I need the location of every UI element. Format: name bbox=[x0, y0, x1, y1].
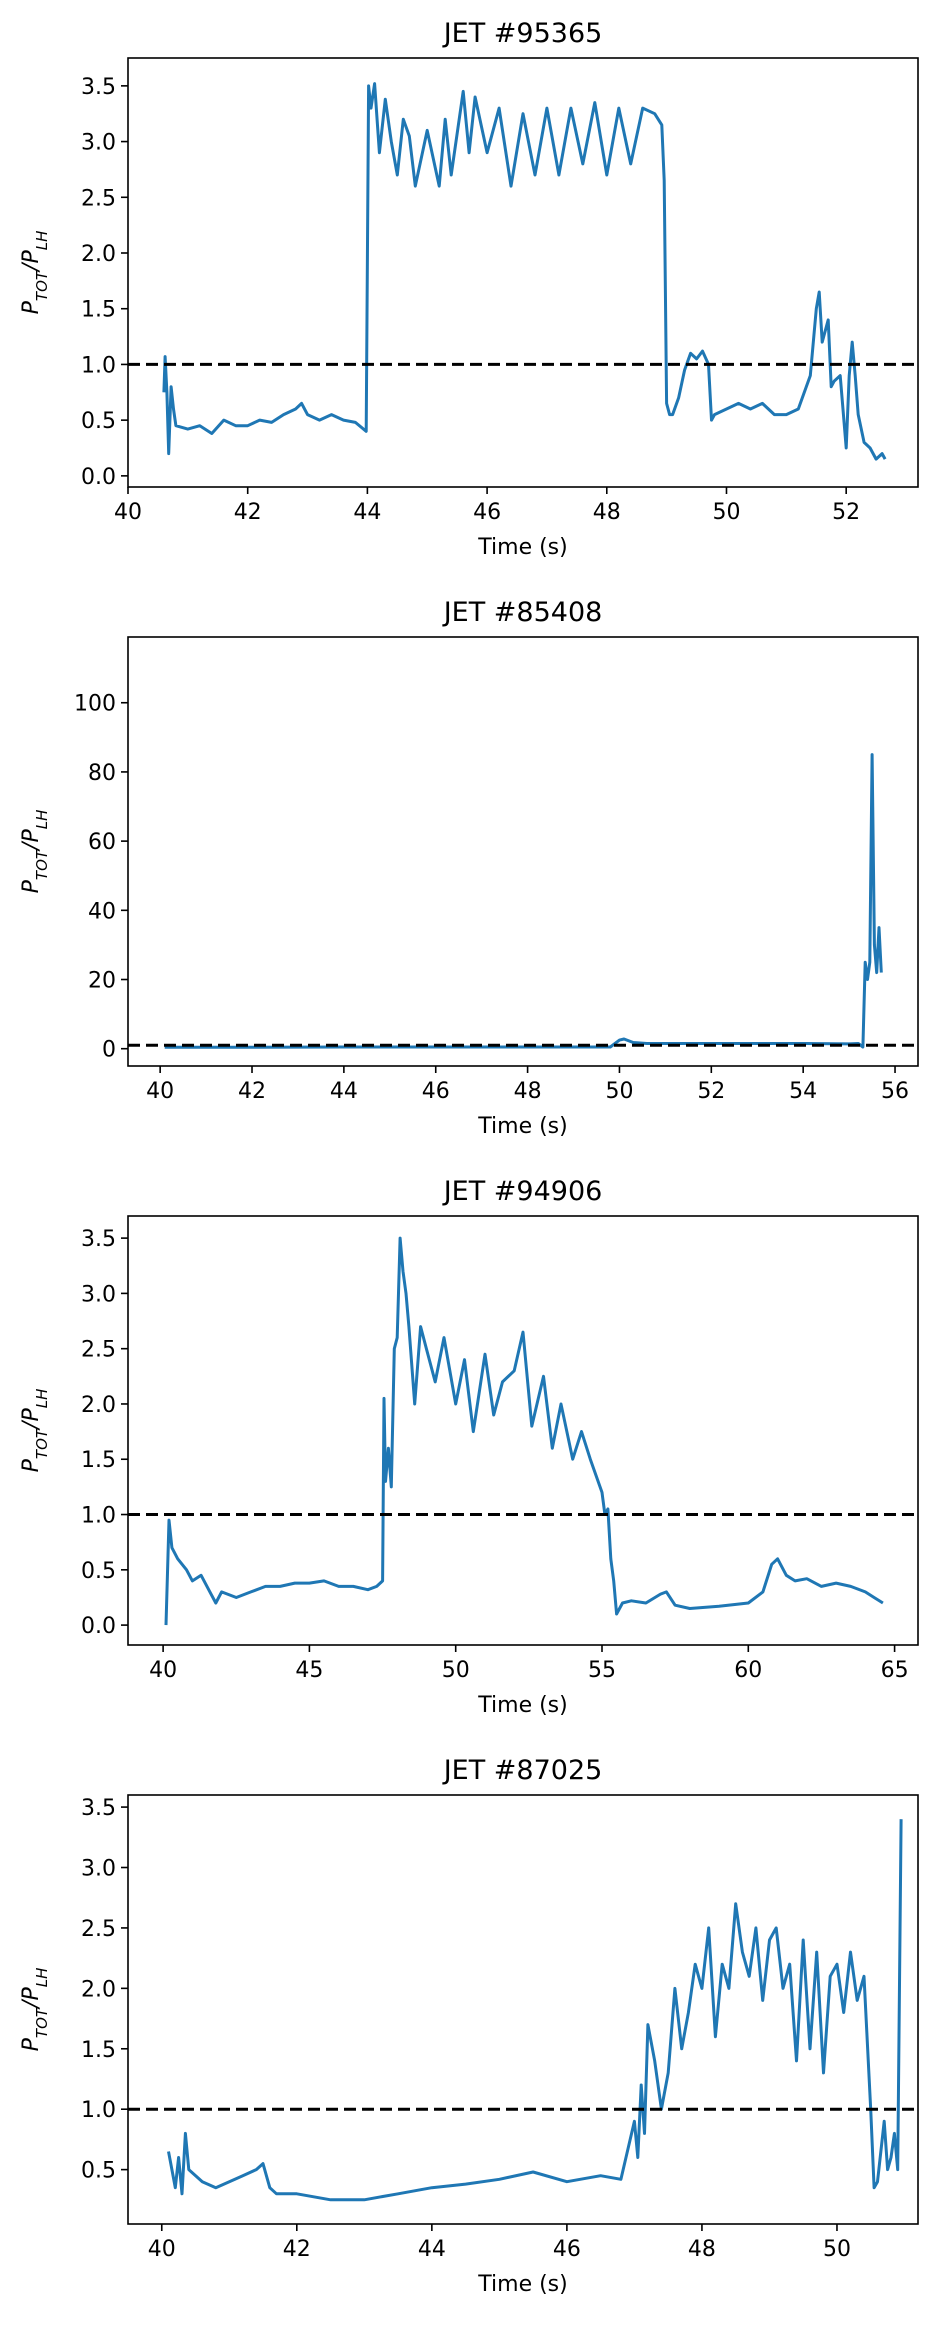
y-tick-label: 3.5 bbox=[81, 1227, 116, 1252]
chart-title: JET #85408 bbox=[442, 597, 603, 628]
y-tick-label: 2.0 bbox=[81, 242, 116, 267]
x-tick-label: 48 bbox=[688, 2237, 716, 2262]
axes-frame bbox=[127, 57, 919, 488]
y-tick-label: 2.0 bbox=[81, 1977, 116, 2002]
y-tick-label: 20 bbox=[88, 969, 116, 994]
y-tick-label: 1.5 bbox=[81, 1448, 116, 1473]
x-tick-label: 42 bbox=[238, 1079, 266, 1104]
y-tick-label: 1.0 bbox=[81, 353, 116, 378]
y-tick-label: 3.0 bbox=[81, 1282, 116, 1307]
x-tick-label: 56 bbox=[881, 1079, 909, 1104]
y-tick-label: 1.0 bbox=[81, 2098, 116, 2123]
y-tick-label: 2.0 bbox=[81, 1393, 116, 1418]
y-axis-label: PTOT/PLH bbox=[19, 810, 51, 894]
y-tick-label: 3.5 bbox=[81, 1796, 116, 1821]
y-tick-label: 3.0 bbox=[81, 131, 116, 156]
x-tick-label: 44 bbox=[330, 1079, 358, 1104]
x-tick-label: 46 bbox=[473, 500, 501, 525]
y-axis-label: PTOT/PLH bbox=[19, 231, 51, 315]
y-tick-label: 100 bbox=[74, 692, 116, 717]
chart-title: JET #94906 bbox=[442, 1176, 603, 1207]
x-tick-label: 46 bbox=[422, 1079, 450, 1104]
x-tick-label: 52 bbox=[832, 500, 860, 525]
x-tick-label: 50 bbox=[712, 500, 740, 525]
axes-frame bbox=[127, 1794, 919, 2225]
x-tick-label: 40 bbox=[149, 1658, 177, 1683]
chart-panel-1: JET #95365 40 42 44 46 48 50 52 0.0 0.5 1.0 1.5 2.0 2… bbox=[19, 18, 919, 560]
y-tick-label: 1.0 bbox=[81, 1504, 116, 1529]
chart-title: JET #87025 bbox=[442, 1755, 603, 1786]
y-tick-label: 1.5 bbox=[81, 2038, 116, 2063]
chart-panel-3: JET #94906 40 45 50 55 60 65 0.0 0.5 1.0 1.5 2.0 2.5… bbox=[19, 1176, 919, 1718]
x-axis-label: Time (s) bbox=[477, 535, 567, 560]
y-axis-label: PTOT/PLH bbox=[19, 1389, 51, 1473]
chart-panel-2: JET #85408 40 42 44 46 48 50 52 54 56 0 20 40 60 80 100… bbox=[19, 597, 919, 1139]
y-tick-label: 0.0 bbox=[81, 1614, 116, 1639]
y-tick-label: 2.5 bbox=[81, 1917, 116, 1942]
y-tick-label: 1.5 bbox=[81, 298, 116, 323]
axes-frame bbox=[127, 636, 919, 1067]
y-tick-label: 80 bbox=[88, 761, 116, 786]
y-tick-label: 3.5 bbox=[81, 75, 116, 100]
x-axis-label: Time (s) bbox=[477, 2272, 567, 2297]
series-line bbox=[167, 1819, 903, 2202]
y-tick-label: 40 bbox=[88, 899, 116, 924]
x-axis-label: Time (s) bbox=[477, 1114, 567, 1139]
y-tick-label: 2.5 bbox=[81, 1338, 116, 1363]
x-tick-label: 44 bbox=[353, 500, 381, 525]
x-tick-label: 46 bbox=[553, 2237, 581, 2262]
x-tick-label: 44 bbox=[418, 2237, 446, 2262]
x-tick-label: 65 bbox=[881, 1658, 909, 1683]
x-axis-label: Time (s) bbox=[477, 1693, 567, 1718]
x-tick-label: 54 bbox=[789, 1079, 817, 1104]
series-line bbox=[164, 1236, 884, 1626]
x-tick-label: 48 bbox=[514, 1079, 542, 1104]
y-tick-label: 60 bbox=[88, 830, 116, 855]
y-tick-label: 0.5 bbox=[81, 409, 116, 434]
axes-frame bbox=[127, 1215, 919, 1646]
x-tick-label: 50 bbox=[605, 1079, 633, 1104]
y-tick-label: 0.5 bbox=[81, 1559, 116, 1584]
x-tick-label: 45 bbox=[295, 1658, 323, 1683]
series-line bbox=[164, 753, 883, 1049]
x-tick-label: 55 bbox=[588, 1658, 616, 1683]
y-tick-label: 0 bbox=[102, 1038, 116, 1063]
x-tick-label: 52 bbox=[697, 1079, 725, 1104]
x-tick-label: 40 bbox=[148, 2237, 176, 2262]
y-tick-label: 2.5 bbox=[81, 186, 116, 211]
series-line bbox=[162, 82, 887, 461]
chart-title: JET #95365 bbox=[442, 18, 603, 49]
y-tick-label: 3.0 bbox=[81, 1857, 116, 1882]
x-tick-label: 48 bbox=[593, 500, 621, 525]
y-tick-label: 0.0 bbox=[81, 465, 116, 490]
x-tick-label: 50 bbox=[442, 1658, 470, 1683]
x-tick-label: 50 bbox=[823, 2237, 851, 2262]
x-tick-label: 60 bbox=[734, 1658, 762, 1683]
x-tick-label: 42 bbox=[234, 500, 262, 525]
y-axis-label: PTOT/PLH bbox=[19, 1968, 51, 2052]
x-tick-label: 40 bbox=[114, 500, 142, 525]
x-tick-label: 40 bbox=[146, 1079, 174, 1104]
y-tick-label: 0.5 bbox=[81, 2159, 116, 2184]
chart-panel-4: JET #87025 40 42 44 46 48 50 0.5 1.0 1.5 2.0 2.5 3.0… bbox=[19, 1755, 919, 2297]
x-tick-label: 42 bbox=[283, 2237, 311, 2262]
